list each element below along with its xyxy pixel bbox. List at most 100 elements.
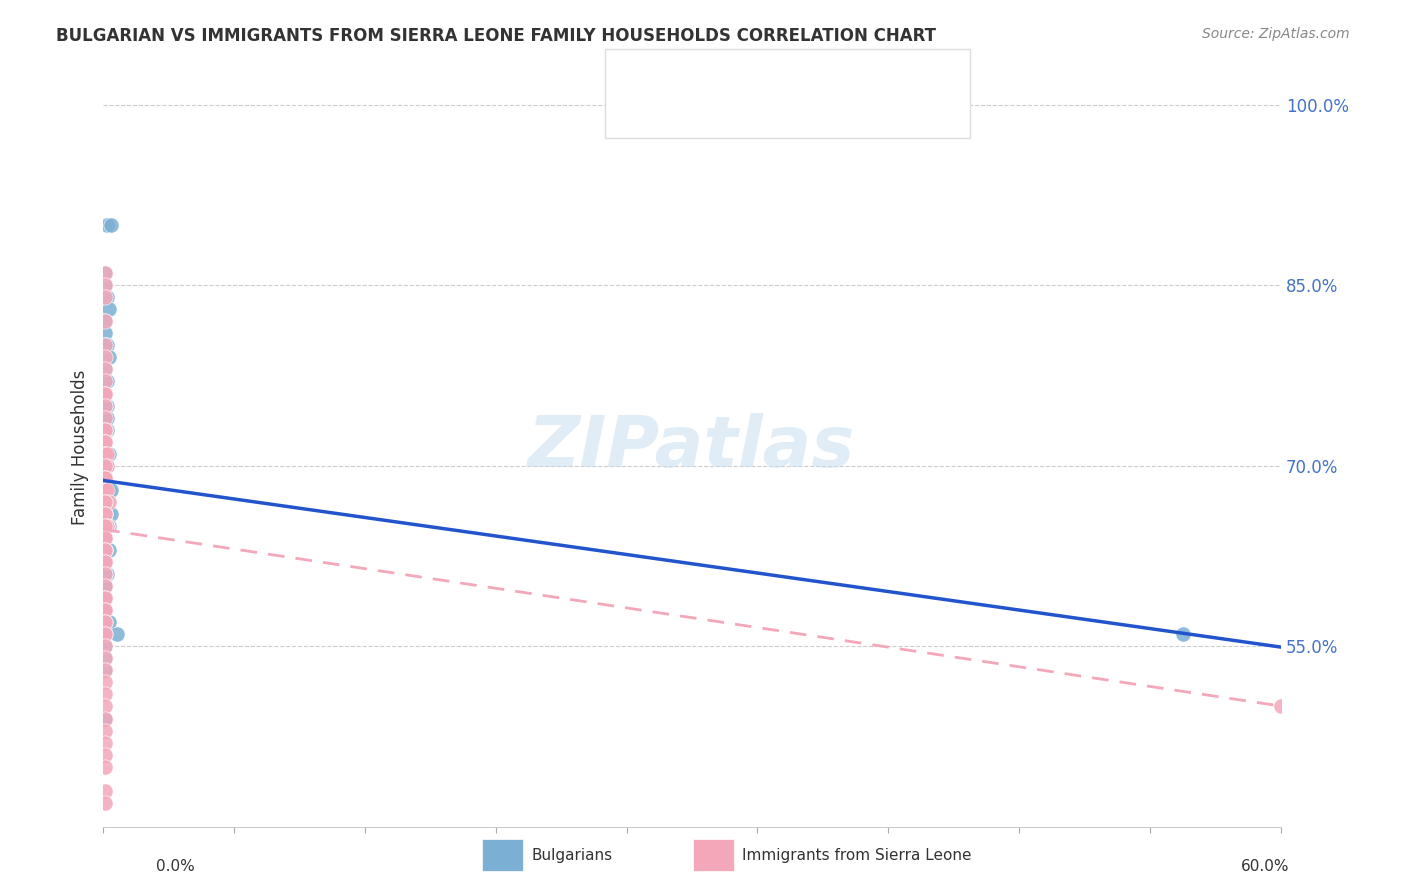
Point	[94, 664, 117, 678]
Point	[94, 495, 117, 509]
Point	[94, 434, 117, 449]
Point	[94, 483, 117, 497]
FancyBboxPatch shape	[626, 49, 661, 83]
Point	[94, 531, 117, 545]
Point	[98, 543, 121, 558]
Point	[94, 471, 117, 485]
FancyBboxPatch shape	[482, 839, 523, 871]
Point	[105, 627, 128, 641]
Text: Bulgarians: Bulgarians	[531, 848, 613, 863]
Point	[94, 362, 117, 376]
Text: 68: 68	[848, 97, 869, 112]
Point	[94, 266, 117, 280]
FancyBboxPatch shape	[626, 88, 661, 122]
Point	[96, 218, 118, 232]
Point	[94, 447, 117, 461]
Point	[94, 651, 117, 665]
Point	[94, 314, 117, 328]
Text: Source: ZipAtlas.com: Source: ZipAtlas.com	[1202, 27, 1350, 41]
Point	[94, 386, 117, 401]
Point	[94, 591, 117, 606]
Point	[94, 483, 117, 497]
Point	[94, 603, 117, 617]
Point	[96, 447, 118, 461]
Point	[94, 278, 117, 293]
Point	[94, 458, 117, 473]
Point	[94, 555, 117, 569]
Point	[96, 290, 118, 304]
Point	[94, 278, 117, 293]
Point	[94, 471, 117, 485]
Point	[94, 290, 117, 304]
Point	[94, 735, 117, 749]
Point	[94, 351, 117, 365]
Point	[96, 458, 118, 473]
Point	[94, 423, 117, 437]
Point	[94, 579, 117, 593]
Point	[94, 434, 117, 449]
Point	[94, 471, 117, 485]
Point	[94, 675, 117, 690]
Text: -0.106: -0.106	[724, 58, 779, 72]
Point	[94, 543, 117, 558]
Point	[94, 434, 117, 449]
Text: R =: R =	[675, 58, 709, 72]
Point	[96, 399, 118, 413]
Point	[94, 386, 117, 401]
Point	[96, 423, 118, 437]
Point	[94, 543, 117, 558]
Point	[94, 591, 117, 606]
Point	[94, 519, 117, 533]
Point	[94, 640, 117, 654]
Point	[98, 351, 121, 365]
Point	[96, 410, 118, 425]
Point	[94, 723, 117, 738]
Point	[94, 759, 117, 773]
Point	[98, 447, 121, 461]
Point	[96, 567, 118, 582]
Point	[94, 543, 117, 558]
Point	[94, 591, 117, 606]
Point	[94, 507, 117, 521]
Point	[94, 579, 117, 593]
Point	[96, 507, 118, 521]
Point	[94, 627, 117, 641]
Point	[1171, 627, 1194, 641]
Point	[94, 458, 117, 473]
Point	[94, 615, 117, 630]
Text: -0.048: -0.048	[724, 97, 779, 112]
Point	[96, 495, 118, 509]
Point	[96, 338, 118, 352]
Point	[94, 555, 117, 569]
Point	[94, 483, 117, 497]
Point	[94, 531, 117, 545]
Point	[94, 386, 117, 401]
Point	[94, 507, 117, 521]
Point	[94, 603, 117, 617]
Point	[94, 386, 117, 401]
Point	[94, 651, 117, 665]
Text: N =: N =	[801, 97, 835, 112]
Point	[94, 699, 117, 714]
Point	[94, 783, 117, 797]
Point	[94, 338, 117, 352]
Text: Immigrants from Sierra Leone: Immigrants from Sierra Leone	[742, 848, 972, 863]
Point	[94, 423, 117, 437]
Point	[94, 664, 117, 678]
Point	[94, 712, 117, 726]
Point	[94, 375, 117, 389]
Point	[94, 471, 117, 485]
Point	[98, 302, 121, 317]
Point	[98, 495, 121, 509]
Point	[94, 410, 117, 425]
FancyBboxPatch shape	[693, 839, 734, 871]
Point	[96, 519, 118, 533]
Point	[94, 423, 117, 437]
Text: R =: R =	[675, 97, 709, 112]
Point	[94, 712, 117, 726]
Point	[94, 627, 117, 641]
Point	[94, 483, 117, 497]
Point	[98, 519, 121, 533]
Point	[94, 603, 117, 617]
Point	[96, 519, 118, 533]
